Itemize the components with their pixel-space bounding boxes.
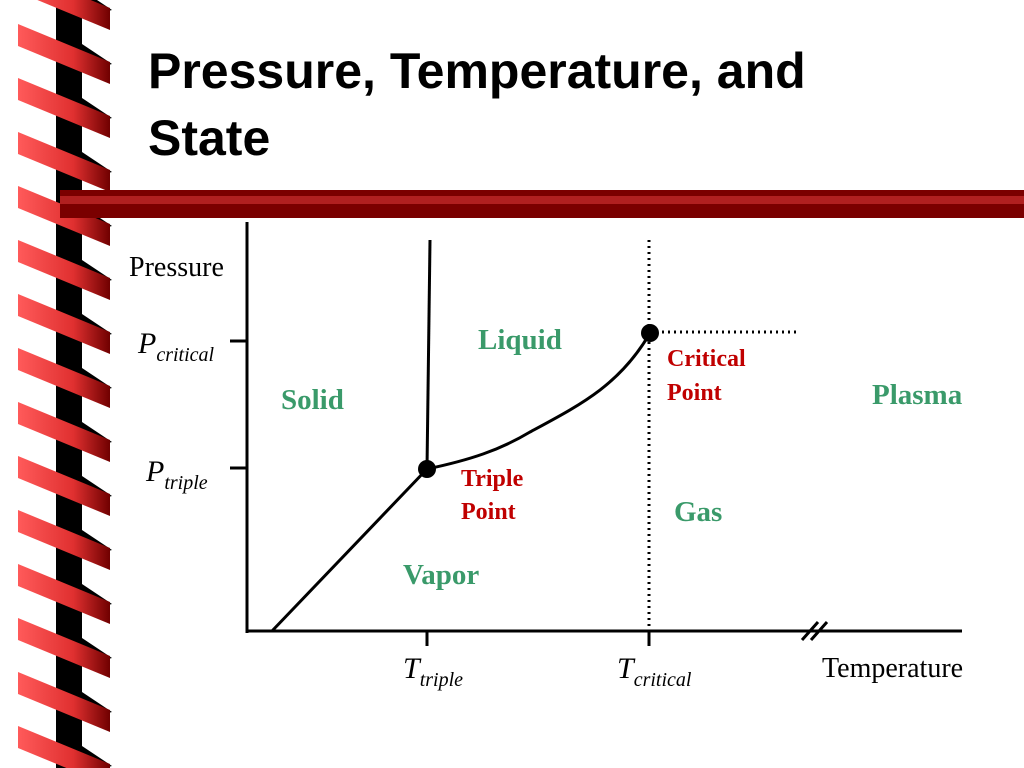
tick-subscript: triple xyxy=(420,669,463,691)
ribbon-stripe xyxy=(18,618,110,678)
axes xyxy=(230,222,962,646)
axis-break xyxy=(809,621,829,641)
ribbon-stripe xyxy=(18,564,110,624)
point-label: Point xyxy=(461,499,516,525)
solid-vapor-boundary xyxy=(270,467,429,633)
tick-symbol: P xyxy=(145,455,164,488)
region-label: Plasma xyxy=(872,379,963,411)
point-label: Critical xyxy=(667,346,746,372)
ribbon-stripe xyxy=(18,132,110,192)
region-label: Vapor xyxy=(403,559,479,591)
x-tick-label: Tcritical xyxy=(617,652,692,691)
ribbon-stripe xyxy=(18,240,110,300)
liquid-gas-boundary xyxy=(426,332,652,471)
critical-point xyxy=(641,324,659,342)
point-label: Triple xyxy=(461,466,524,492)
point-label: Point xyxy=(667,380,722,406)
tick-symbol: T xyxy=(403,652,422,685)
header-bar-highlight xyxy=(60,196,1024,204)
ribbon-stripe xyxy=(18,672,110,732)
x-tick-label: Ttriple xyxy=(403,652,463,691)
tick-symbol: T xyxy=(617,652,636,685)
y-tick-label: Pcritical xyxy=(137,327,215,366)
ribbon-stripe xyxy=(18,78,110,138)
title-text: State xyxy=(148,110,270,166)
ribbon-stripe xyxy=(18,402,110,462)
tick-subscript: triple xyxy=(164,472,207,494)
ribbon-stripe xyxy=(37,0,110,30)
ribbon-decoration xyxy=(18,0,112,768)
axis-break xyxy=(800,621,820,641)
region-label: Gas xyxy=(674,496,722,528)
ribbon-stripe xyxy=(18,24,110,84)
ribbon-stripe xyxy=(18,294,110,354)
title: Pressure, Temperature, and State xyxy=(148,43,806,166)
region-label: Liquid xyxy=(478,324,562,356)
solid-liquid-boundary xyxy=(425,239,432,470)
ribbon-stripe xyxy=(18,348,110,408)
title-text: Pressure, Temperature, and xyxy=(148,43,806,99)
tick-subscript: critical xyxy=(634,669,692,691)
ribbon-stripe xyxy=(18,510,110,570)
triple-point xyxy=(418,460,436,478)
tick-subscript: critical xyxy=(156,344,214,366)
y-axis-label: Pressure xyxy=(129,252,224,283)
y-tick-label: Ptriple xyxy=(145,455,208,494)
region-label: Solid xyxy=(281,384,344,416)
ribbon-stripe xyxy=(18,726,110,768)
ribbon-stripe xyxy=(18,456,110,516)
tick-symbol: P xyxy=(137,327,156,360)
x-axis-label: Temperature xyxy=(822,653,963,684)
